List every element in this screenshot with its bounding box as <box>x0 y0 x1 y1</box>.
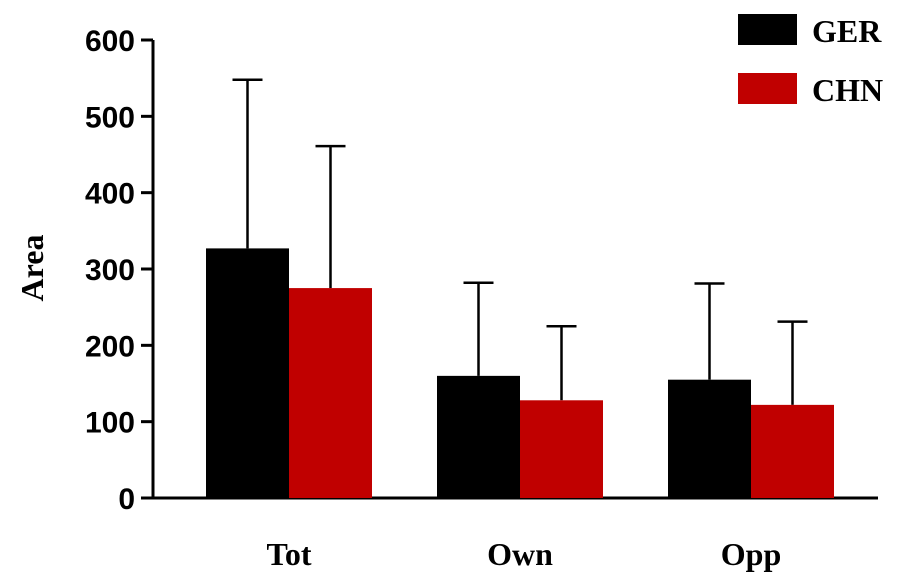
y-tick-label: 100 <box>85 407 135 440</box>
bar-ger-own <box>437 375 520 498</box>
x-axis: Tot Own Opp <box>151 496 878 572</box>
bars <box>206 248 834 498</box>
legend: GER CHN <box>738 13 883 108</box>
legend-swatch-chn <box>738 73 797 104</box>
legend-label-ger: GER <box>812 13 882 49</box>
bar-ger-tot <box>206 248 289 498</box>
bar-chn-tot <box>289 288 372 498</box>
y-tick-label: 300 <box>85 254 135 287</box>
bar-chn-own <box>520 400 603 498</box>
y-tick-label: 600 <box>85 25 135 58</box>
x-tick-label-opp: Opp <box>721 536 781 572</box>
y-axis-title: Area <box>14 235 50 302</box>
y-axis: 0 100 200 300 400 500 600 <box>85 25 155 516</box>
bar-ger-opp <box>668 379 751 498</box>
error-bars <box>232 78 808 405</box>
legend-label-chn: CHN <box>812 72 883 108</box>
x-tick-label-tot: Tot <box>266 536 311 572</box>
bar-chn-opp <box>751 404 834 498</box>
x-tick-label-own: Own <box>487 536 553 572</box>
y-tick-label: 0 <box>118 483 135 516</box>
y-tick-label: 500 <box>85 101 135 134</box>
legend-swatch-ger <box>738 14 797 45</box>
y-tick-label: 200 <box>85 330 135 363</box>
y-tick-label: 400 <box>85 178 135 211</box>
